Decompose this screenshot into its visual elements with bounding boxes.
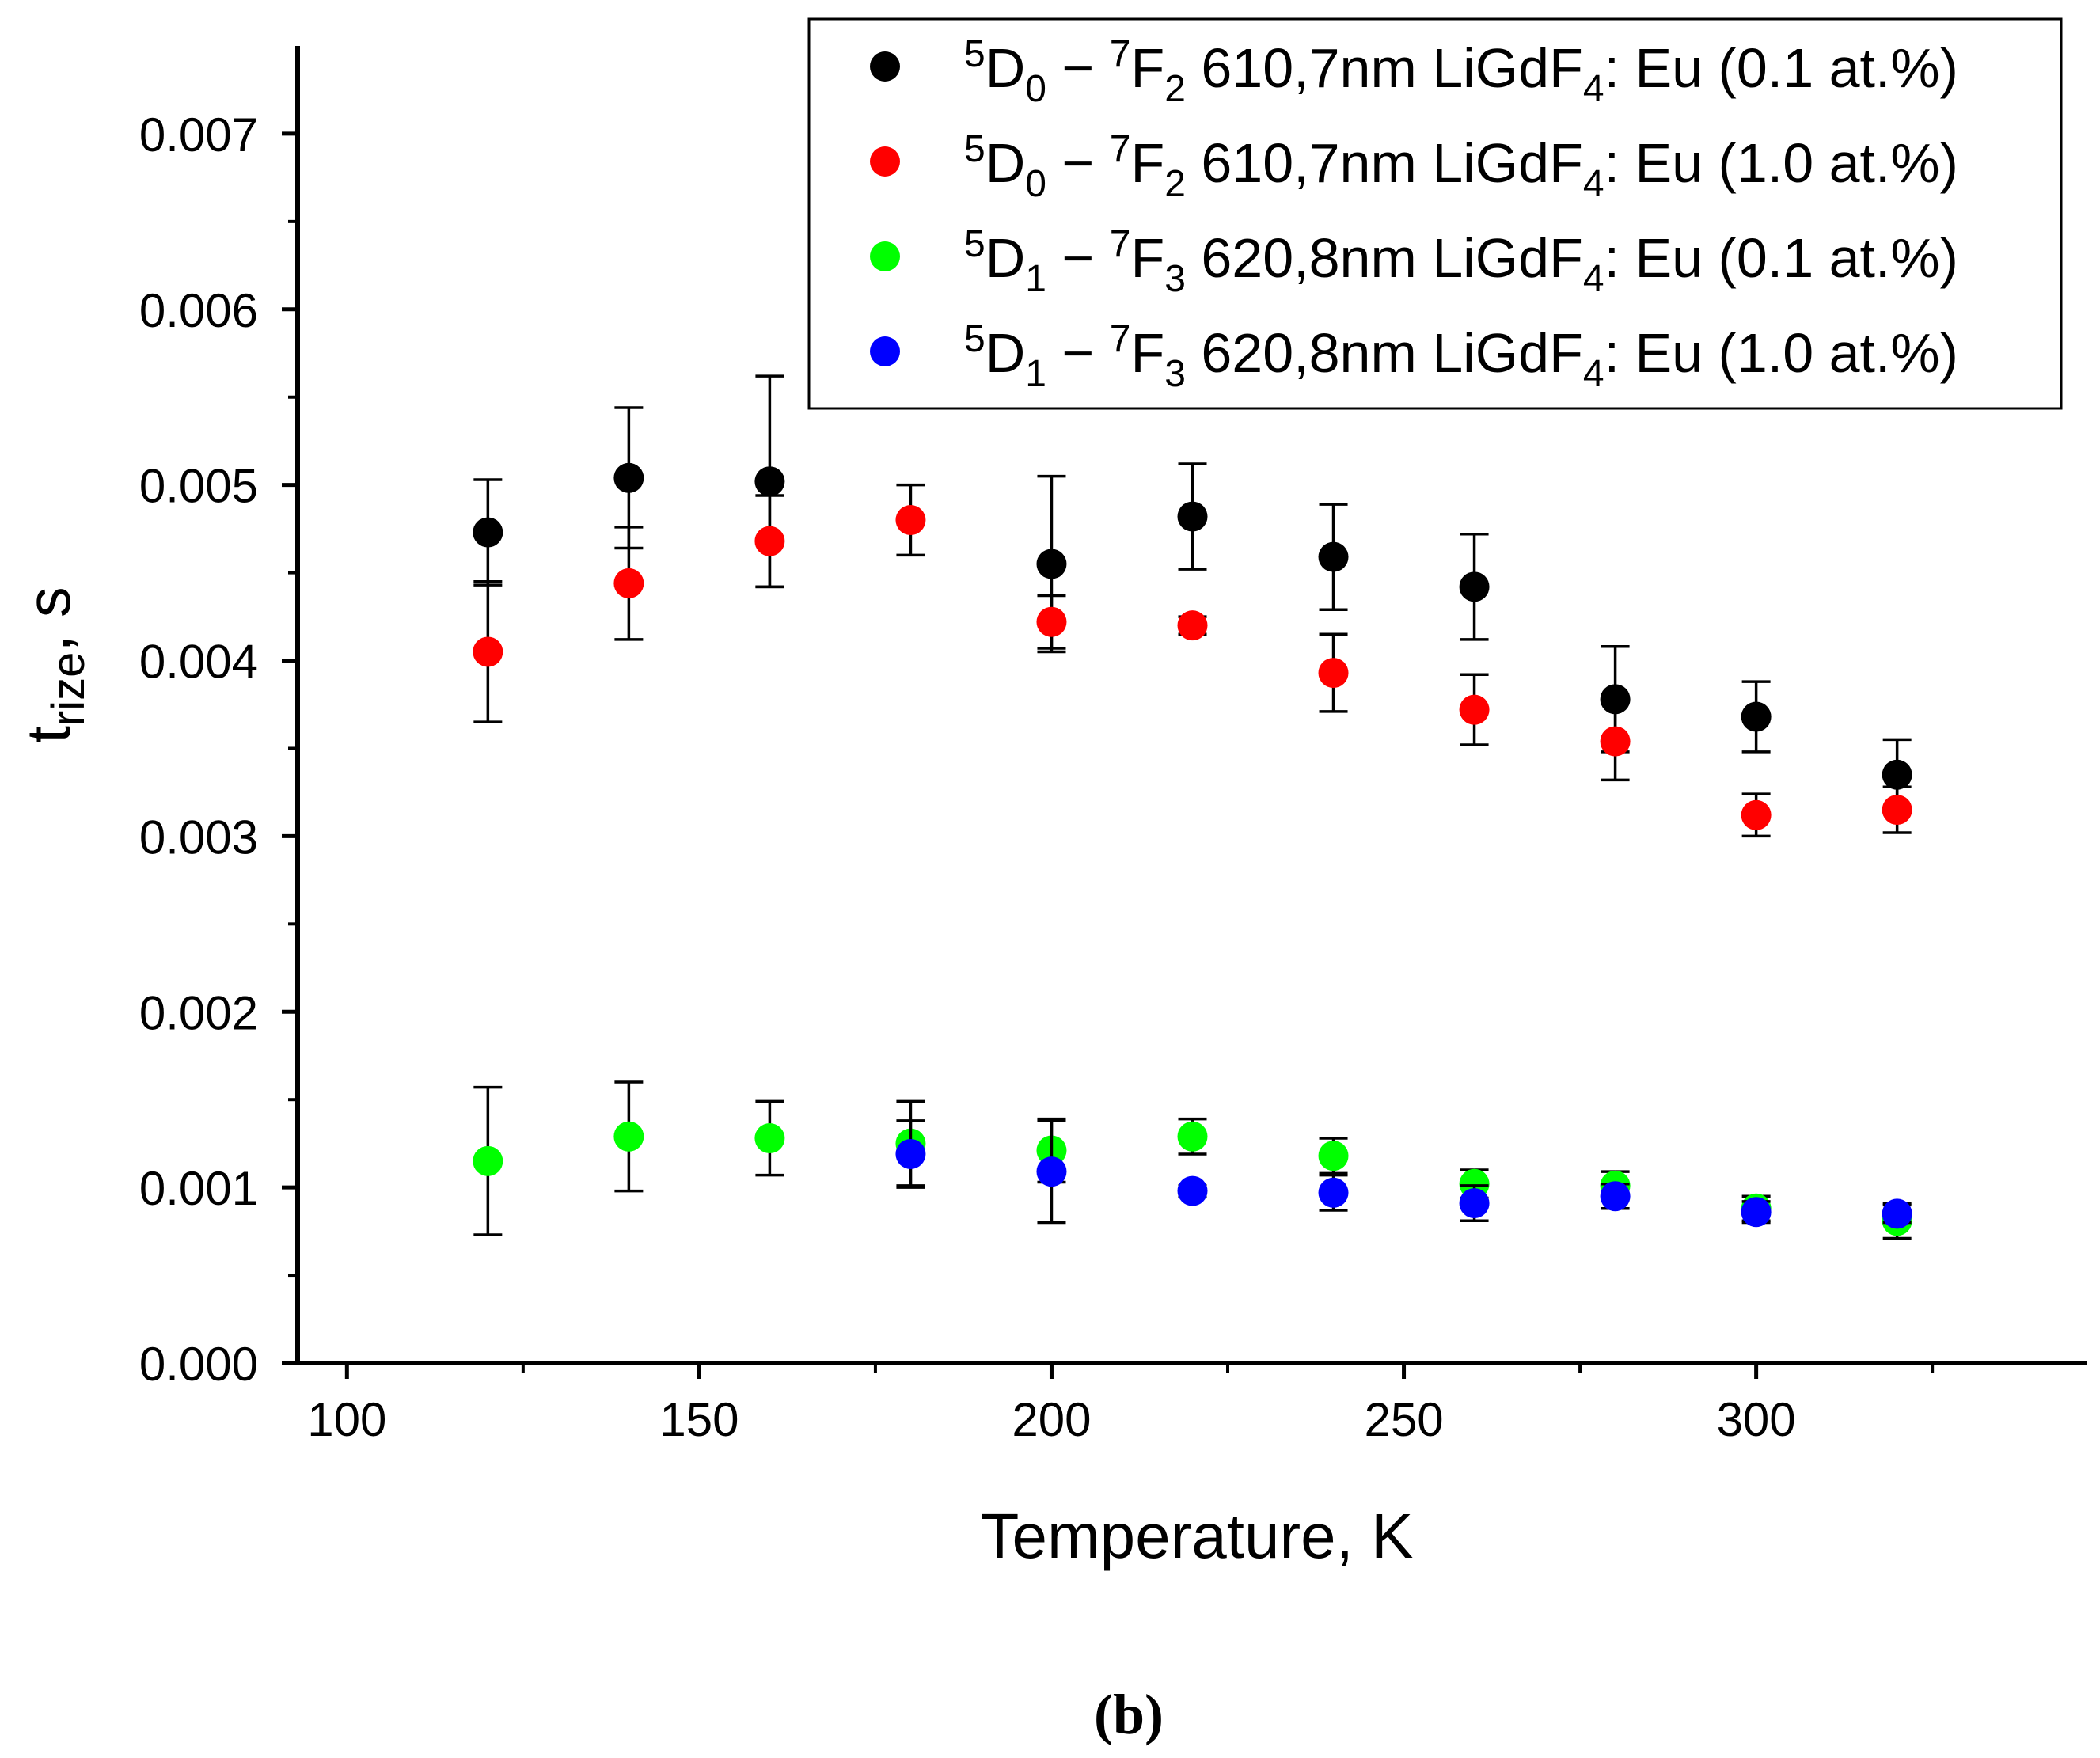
y-tick-label: 0.000 (139, 1338, 258, 1391)
series-3 (473, 1080, 1912, 1240)
x-tick-label: 150 (659, 1393, 739, 1446)
data-point (1318, 658, 1349, 689)
data-point (754, 1123, 785, 1154)
panel-label: (b) (1094, 1683, 1164, 1746)
legend-marker (870, 51, 900, 82)
y-tick-label: 0.002 (139, 986, 258, 1039)
data-point (473, 1145, 503, 1176)
data-point (1177, 1175, 1208, 1206)
data-point (1177, 610, 1208, 641)
data-point (1318, 541, 1349, 572)
y-axis-title-sub: rize (43, 652, 94, 726)
data-point (1177, 1121, 1208, 1152)
data-point (1600, 1181, 1631, 1212)
data-point (1036, 606, 1067, 637)
y-tick-label: 0.006 (139, 284, 258, 337)
data-point (1459, 694, 1490, 725)
data-point (1036, 549, 1067, 579)
data-point (1600, 684, 1631, 715)
y-tick-label: 0.004 (139, 636, 258, 689)
legend-entry-1: 5D0 − 7F2 610,7nm LiGdF4: Eu (0.1 at.%) (870, 33, 1958, 110)
legend-label: 5D1 − 7F3 620,8nm LiGdF4: Eu (0.1 at.%) (964, 223, 1958, 300)
data-point (1459, 571, 1490, 602)
axis-ticks: 0.000 0.001 0.002 0.003 0.004 0.005 0.006 0.007… (139, 108, 1935, 1446)
x-axis-title: Temperature, K (981, 1501, 1414, 1571)
legend-entry-4: 5D1 − 7F3 620,8nm LiGdF4: Eu (1.0 at.%) (870, 318, 1958, 395)
legend-label: 5D1 − 7F3 620,8nm LiGdF4: Eu (1.0 at.%) (964, 318, 1958, 395)
x-tick-label: 300 (1717, 1393, 1796, 1446)
y-tick-label: 0.007 (139, 108, 258, 161)
data-point (1318, 1177, 1349, 1208)
data-point (895, 1138, 926, 1169)
data-point (895, 505, 926, 536)
data-point (613, 462, 644, 493)
plot-area: 0.000 0.001 0.002 0.003 0.004 0.005 0.006 0.007… (139, 46, 2087, 1446)
y-tick-label: 0.005 (139, 460, 258, 513)
x-tick-label: 100 (307, 1393, 386, 1446)
data-point (1318, 1141, 1349, 1171)
data-point (1741, 701, 1772, 732)
data-point (1036, 1156, 1067, 1187)
data-point (1459, 1188, 1490, 1219)
legend-entry-3: 5D1 − 7F3 620,8nm LiGdF4: Eu (0.1 at.%) (870, 223, 1958, 300)
y-tick-label: 0.001 (139, 1162, 258, 1215)
series-1 (473, 374, 1912, 811)
x-tick-label: 200 (1012, 1393, 1091, 1446)
y-axis-title: trize, s (13, 587, 94, 742)
data-point (1882, 759, 1912, 790)
data-point (1741, 799, 1772, 830)
y-tick-label: 0.003 (139, 811, 258, 864)
series-2 (473, 483, 1912, 838)
legend-label: 5D0 − 7F2 610,7nm LiGdF4: Eu (1.0 at.%) (964, 128, 1958, 205)
data-point (754, 526, 785, 556)
data-point (754, 466, 785, 497)
legend-label: 5D0 − 7F2 610,7nm LiGdF4: Eu (0.1 at.%) (964, 33, 1958, 110)
legend-marker (870, 146, 900, 177)
x-tick-label: 250 (1364, 1393, 1443, 1446)
legend-entry-2: 5D0 − 7F2 610,7nm LiGdF4: Eu (1.0 at.%) (870, 128, 1958, 205)
data-point (473, 517, 503, 548)
data-point (1741, 1197, 1772, 1228)
data-point (1177, 501, 1208, 532)
y-axis-title-suffix: , s (13, 587, 83, 651)
legend-marker (870, 336, 900, 366)
data-point (1882, 795, 1912, 826)
series-layer (473, 374, 1912, 1240)
legend-box (807, 17, 2063, 410)
data-point (1882, 1198, 1912, 1229)
data-point (1600, 726, 1631, 757)
legend: 5D0 − 7F2 610,7nm LiGdF4: Eu (0.1 at.%) 5… (807, 17, 2063, 410)
legend-marker (870, 241, 900, 271)
series-4 (895, 1119, 1912, 1229)
y-axis-title-main: t (13, 726, 83, 743)
data-point (473, 636, 503, 667)
data-point (613, 1121, 644, 1152)
data-point (613, 568, 644, 598)
